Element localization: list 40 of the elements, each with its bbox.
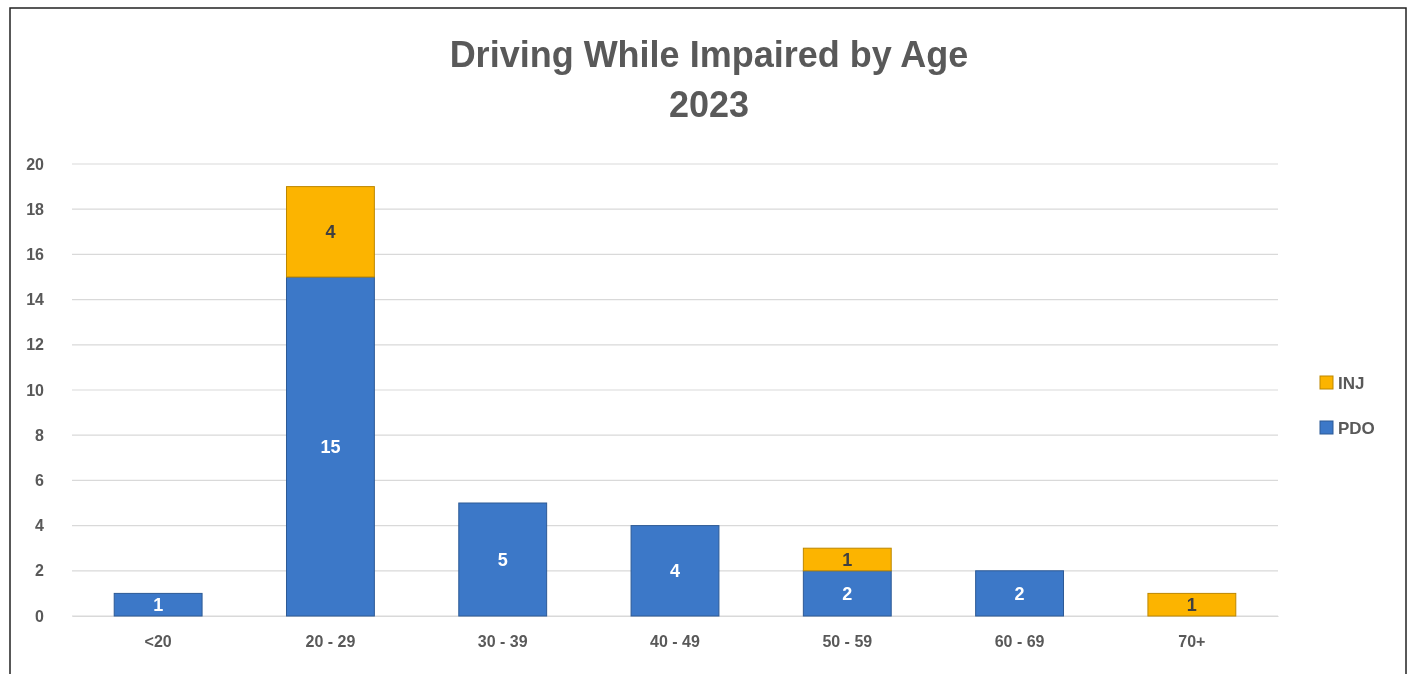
x-tick-label: 50 - 59 [822, 633, 873, 651]
data-label: 5 [497, 549, 508, 570]
y-tick-label: 14 [26, 291, 45, 309]
data-label: 15 [320, 436, 341, 457]
y-tick-label: 10 [26, 381, 45, 399]
data-label: 1 [842, 549, 853, 570]
x-tick-label: 30 - 39 [477, 633, 528, 651]
bar [1147, 592, 1237, 617]
legend-label: PDO [1338, 419, 1375, 439]
bar [975, 570, 1064, 617]
y-tick-label: 2 [35, 562, 45, 580]
y-tick-label: 6 [35, 472, 45, 490]
data-label: 2 [842, 583, 853, 604]
bar [286, 186, 375, 278]
x-tick-label: <20 [144, 633, 172, 651]
x-tick-label: 60 - 69 [994, 633, 1045, 651]
data-label: 1 [153, 595, 164, 616]
x-tick-label: 40 - 49 [650, 633, 701, 651]
bar [458, 502, 548, 617]
data-label: 2 [1014, 583, 1025, 604]
data-label: 1 [1186, 595, 1197, 616]
y-tick-label: 4 [35, 517, 45, 535]
y-tick-label: 12 [26, 336, 45, 354]
y-tick-label: 20 [26, 155, 45, 173]
y-tick-label: 0 [35, 607, 45, 625]
y-tick-label: 8 [35, 426, 45, 444]
bar [802, 547, 892, 572]
bar [286, 276, 375, 617]
bar [802, 570, 892, 617]
x-tick-label: 20 - 29 [305, 633, 356, 651]
data-label: 4 [669, 561, 681, 582]
chart-subtitle: 2023 [668, 84, 750, 125]
data-label: 4 [325, 222, 336, 243]
y-tick-label: 16 [26, 246, 45, 264]
legend-label: INJ [1338, 374, 1365, 394]
chart-title: Driving While Impaired by Age [449, 34, 969, 75]
bar [630, 525, 720, 617]
x-tick-label: 70+ [1178, 633, 1206, 651]
y-tick-label: 18 [26, 200, 45, 218]
bar [113, 592, 203, 617]
